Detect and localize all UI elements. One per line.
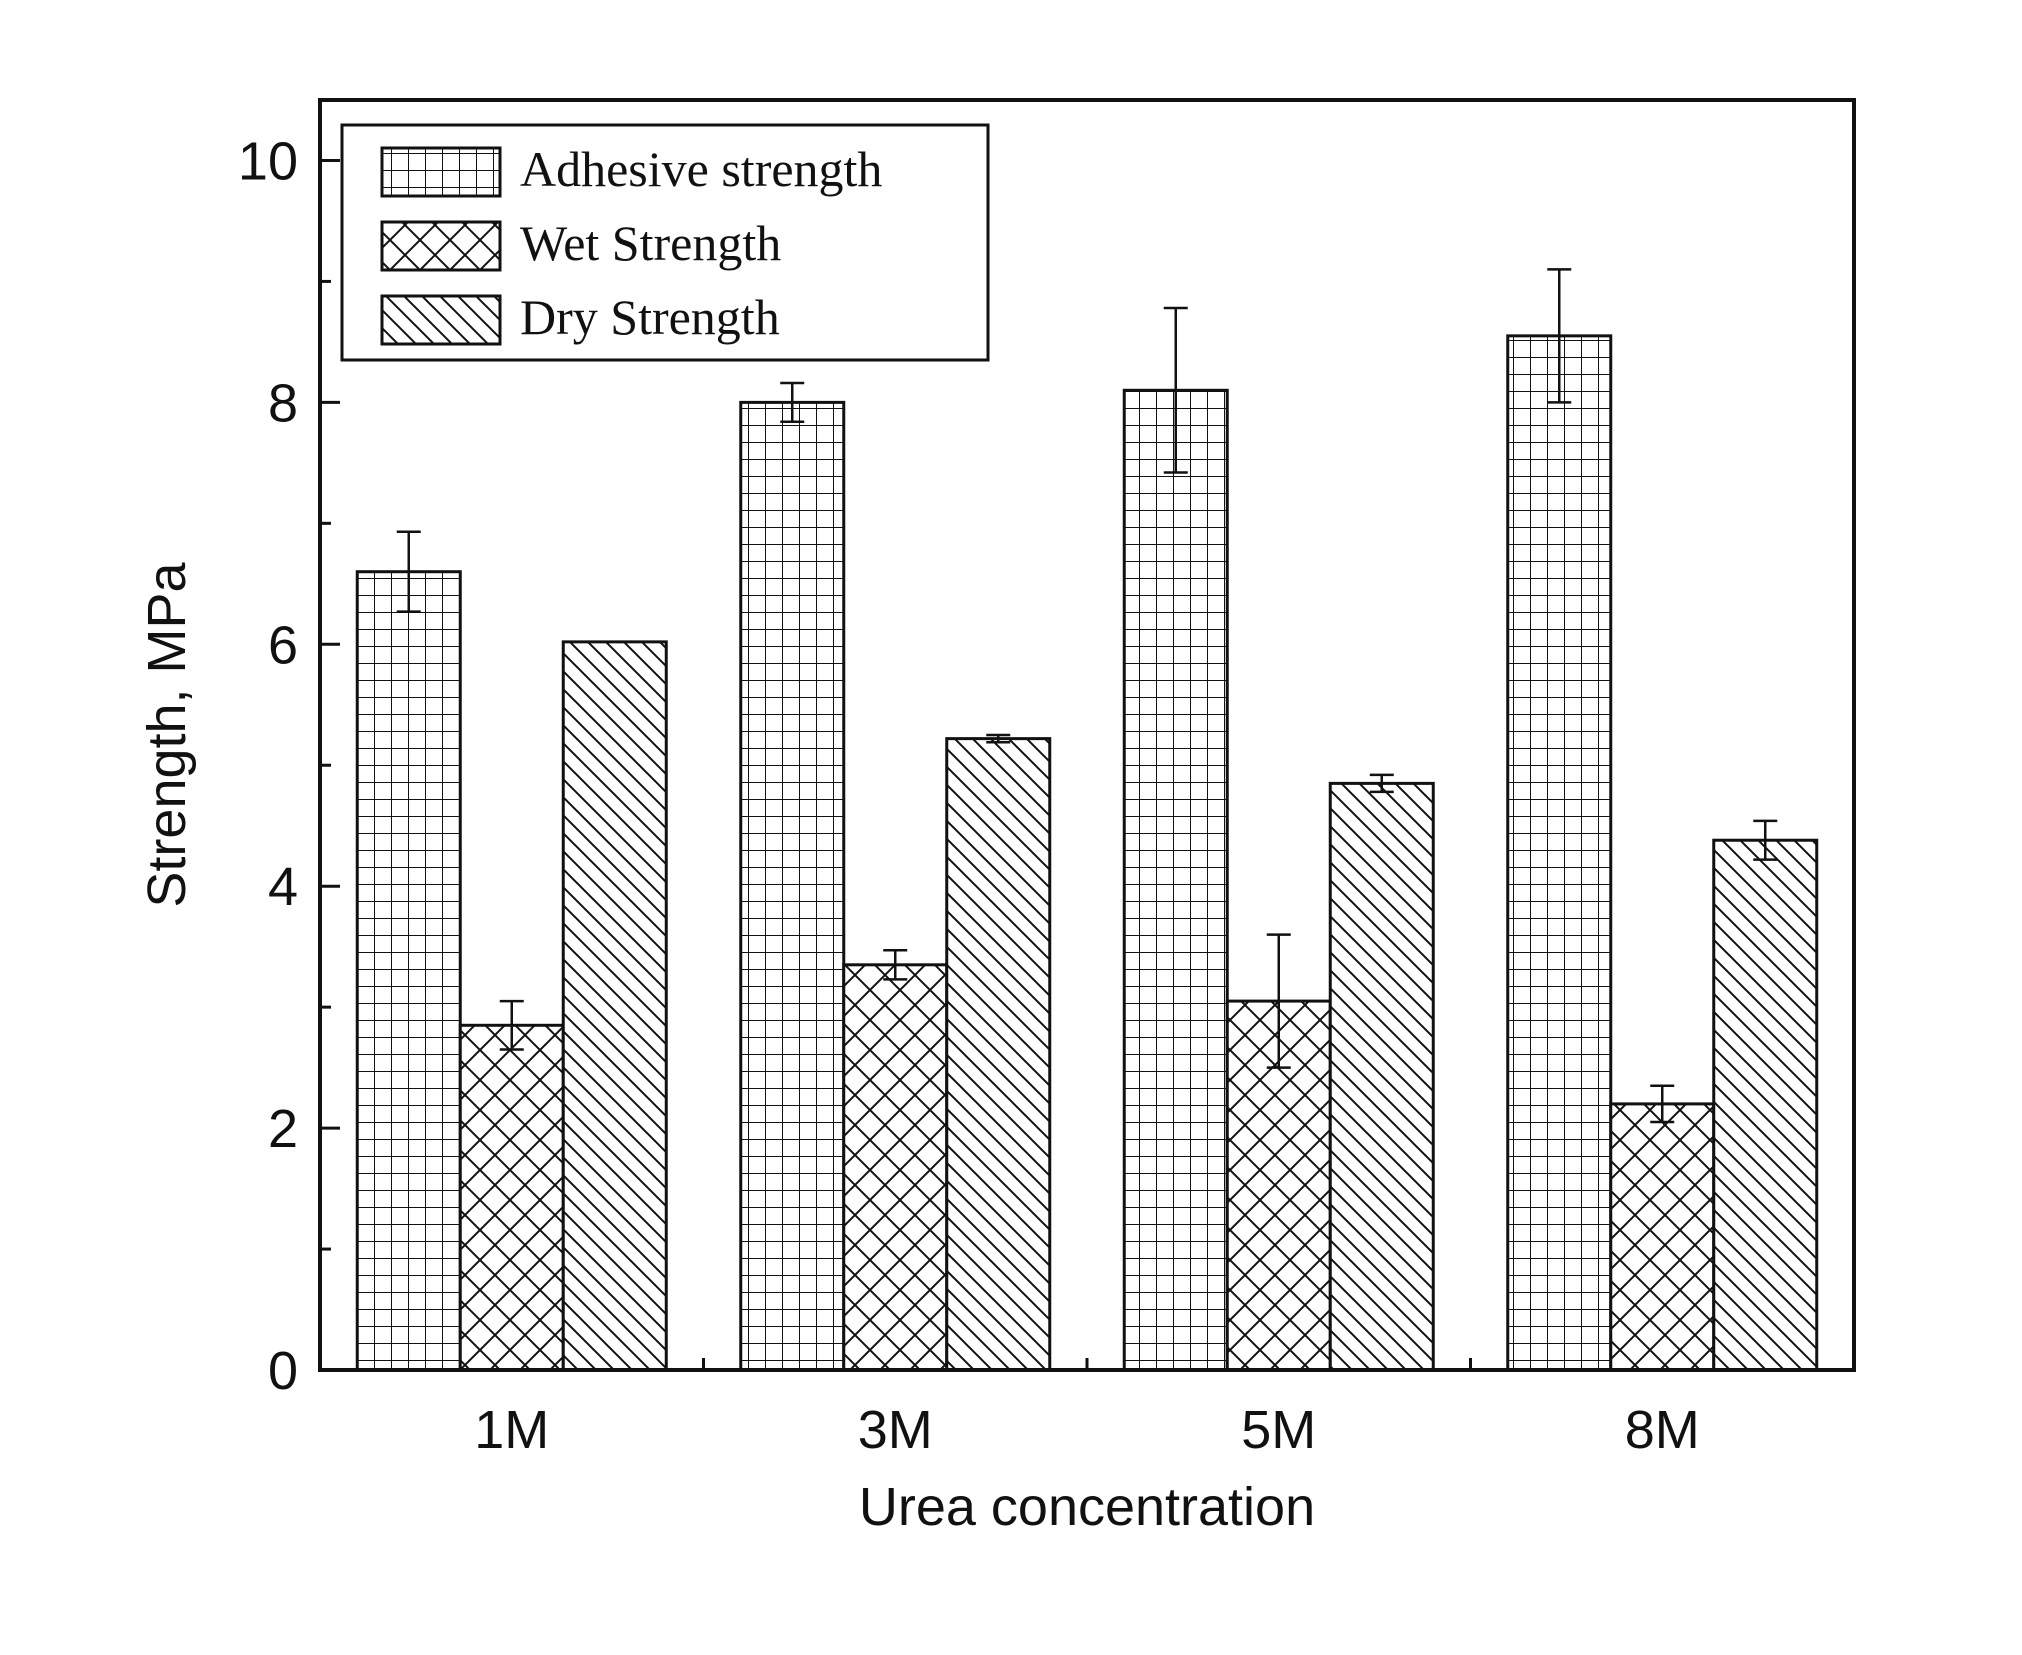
- x-tick-label-1m: 1M: [474, 1400, 549, 1460]
- bar-wet-1m: [460, 1025, 563, 1370]
- bar-wet-3m: [844, 965, 947, 1370]
- legend: Adhesive strength Wet Strength Dry Stren…: [342, 125, 988, 360]
- bar-dry-1m: [563, 642, 666, 1370]
- bar-adhesive-1m: [357, 572, 460, 1370]
- x-tick-label-3m: 3M: [858, 1400, 933, 1460]
- bar-wet-8m: [1611, 1104, 1714, 1370]
- y-tick-label-2: 2: [268, 1099, 298, 1159]
- bars-layer: [357, 336, 1817, 1370]
- bar-dry-3m: [947, 739, 1050, 1370]
- bar-adhesive-5m: [1124, 390, 1227, 1370]
- y-tick-label-10: 10: [238, 131, 298, 191]
- y-tick-label-8: 8: [268, 373, 298, 433]
- legend-label-wet: Wet Strength: [520, 215, 781, 271]
- bar-dry-8m: [1714, 840, 1817, 1370]
- x-tick-label-8m: 8M: [1625, 1400, 1700, 1460]
- legend-label-adhesive: Adhesive strength: [520, 141, 882, 197]
- bar-adhesive-8m: [1508, 336, 1611, 1370]
- x-tick-label-5m: 5M: [1241, 1400, 1316, 1460]
- y-axis: 0 2 4 6 8 10: [238, 131, 340, 1401]
- x-axis: 1M 3M 5M 8M: [474, 1358, 1700, 1460]
- y-tick-label-4: 4: [268, 857, 298, 917]
- x-axis-title: Urea concentration: [859, 1477, 1315, 1537]
- y-tick-label-6: 6: [268, 615, 298, 675]
- bar-adhesive-3m: [741, 402, 844, 1370]
- y-axis-title: Strength, MPa: [137, 561, 197, 907]
- legend-label-dry: Dry Strength: [520, 289, 780, 345]
- bar-dry-5m: [1330, 783, 1433, 1370]
- y-tick-label-0: 0: [268, 1341, 298, 1401]
- legend-swatch-dry: [382, 296, 500, 344]
- bar-chart: 0 2 4 6 8 10 1M 3M 5M 8M Urea concentration Stre…: [0, 0, 2022, 1655]
- legend-swatch-adhesive: [382, 148, 500, 196]
- legend-swatch-wet: [382, 222, 500, 270]
